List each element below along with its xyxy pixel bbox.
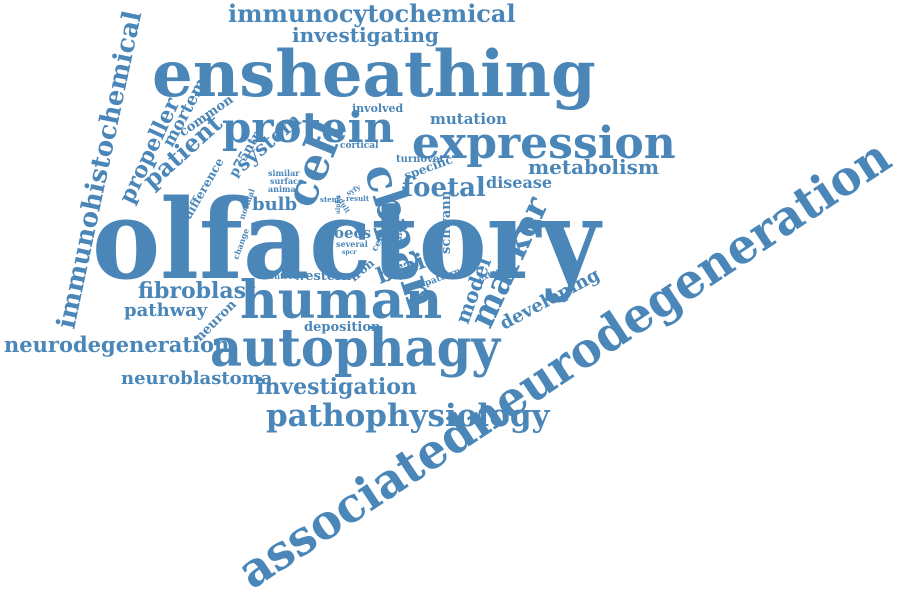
word-autophagy: autophagy — [210, 318, 502, 379]
word-investigation: investigation — [256, 374, 417, 400]
word-there: there — [396, 220, 405, 241]
word-foetal: foetal — [402, 173, 486, 203]
word-immunocytochemical: immunocytochemical — [228, 0, 516, 28]
word-schwann: schwann — [439, 190, 454, 254]
word-control: control — [264, 271, 296, 281]
word-pathway: pathway — [124, 300, 208, 321]
word-similar: similar — [268, 168, 300, 178]
word-western: western — [293, 269, 352, 284]
word-cortical: cortical — [340, 141, 379, 151]
word-neuroblastoma: neuroblastoma — [121, 368, 273, 389]
word-alpha: alpha — [335, 195, 342, 214]
word-fibroblast: fibroblast — [138, 278, 257, 304]
word-disease: disease — [486, 173, 552, 192]
word-result: result — [346, 194, 370, 203]
word-deposition: deposition — [304, 320, 381, 335]
word-investigating: investigating — [292, 23, 439, 47]
word-animal: animal — [268, 184, 299, 194]
word-protein: protein — [222, 103, 394, 152]
word-several: several — [336, 239, 368, 249]
word-bulb: bulb — [252, 194, 297, 215]
word-involved: involved — [352, 102, 403, 115]
word-mutation: mutation — [430, 110, 507, 128]
word-oecs: oecs — [334, 224, 371, 242]
word-ensheathing: ensheathing — [152, 37, 596, 112]
word-stem: stem — [320, 195, 340, 204]
word-metabolism: metabolism — [528, 155, 659, 179]
word-pathophysiology: pathophysiology — [266, 398, 551, 434]
word-human: human — [240, 270, 442, 331]
word-turnover: turnover — [396, 154, 445, 165]
word-neurodegeneration: neurodegeneration — [4, 332, 229, 357]
word-expression: expression — [412, 118, 676, 169]
word-surface: surface — [270, 176, 303, 186]
word-spcr: spcr — [342, 249, 357, 256]
word-olfactory: olfactory — [92, 175, 603, 304]
